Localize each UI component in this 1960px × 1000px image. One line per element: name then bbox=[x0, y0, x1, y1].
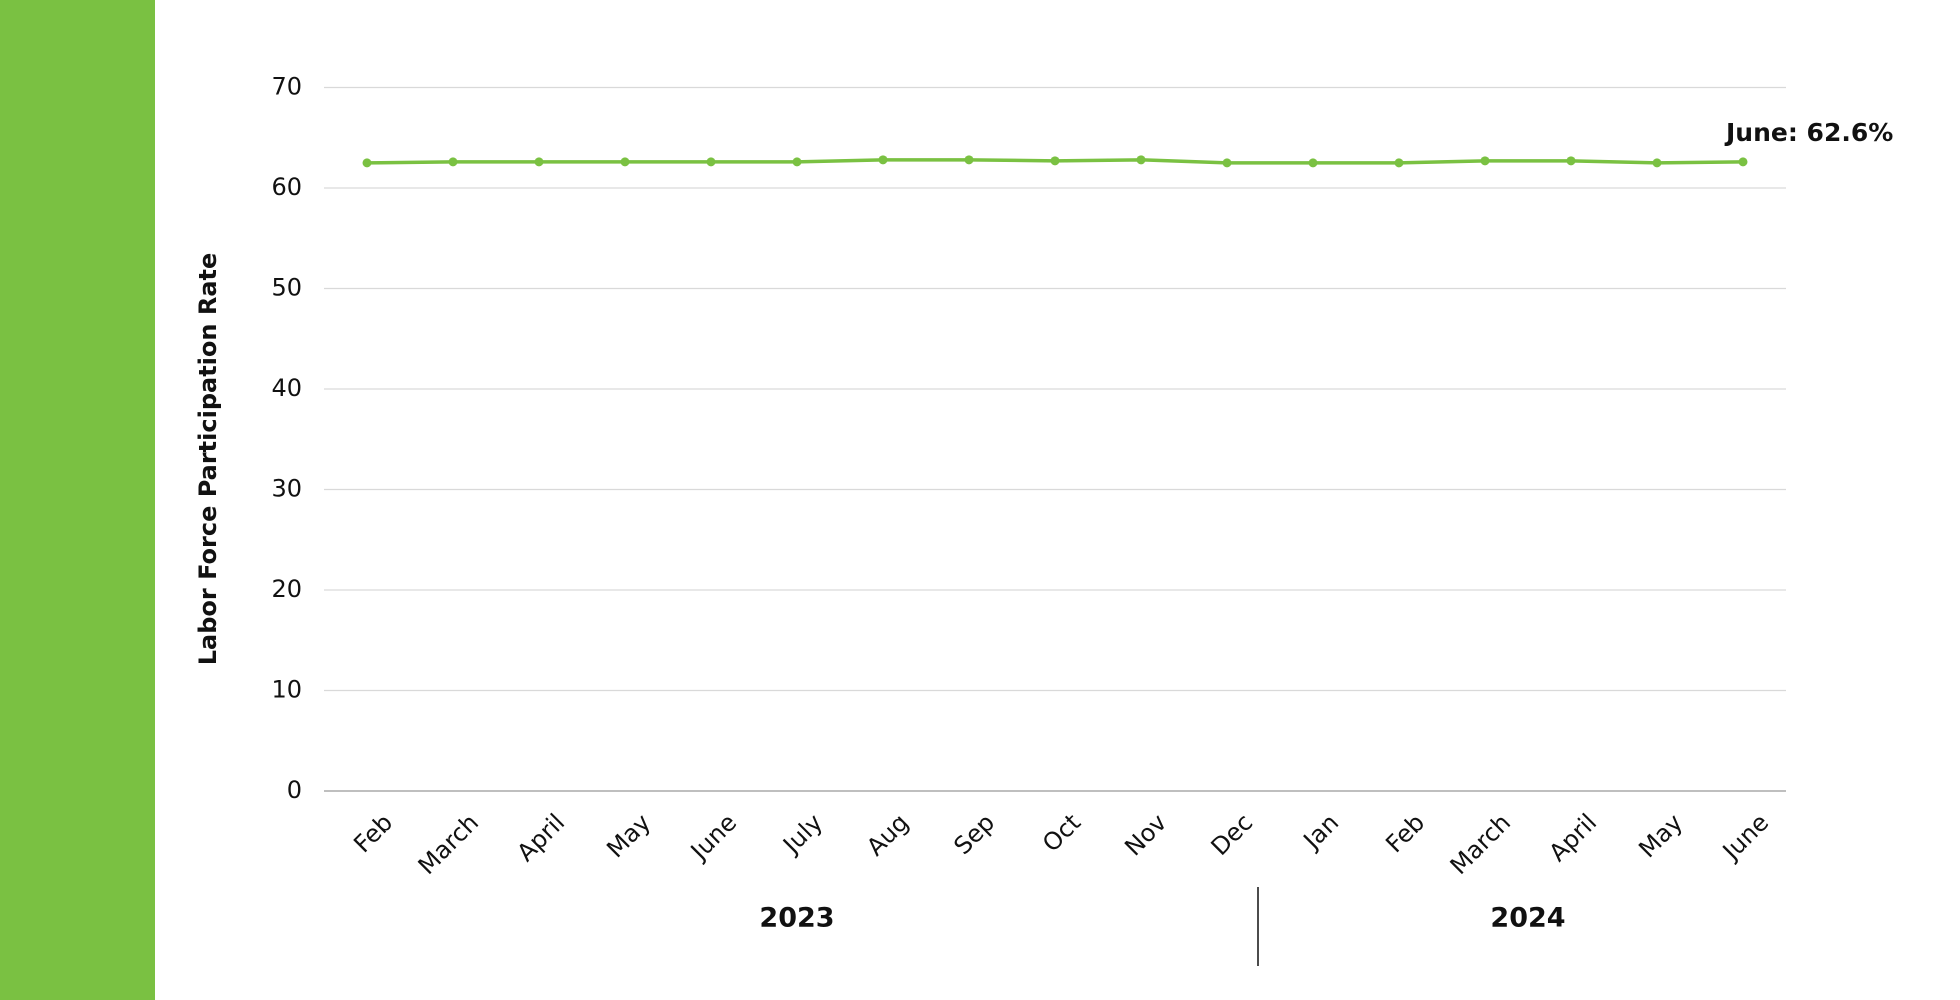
y-tick-label: 30 bbox=[271, 475, 302, 503]
data-point bbox=[448, 157, 458, 167]
y-tick-label: 50 bbox=[271, 274, 302, 302]
y-tick-label: 0 bbox=[287, 776, 302, 804]
x-tick-label: July bbox=[776, 808, 828, 860]
x-tick-label: May bbox=[1633, 808, 1688, 863]
data-point bbox=[1566, 156, 1576, 166]
group-label: 2023 bbox=[759, 903, 834, 934]
data-point bbox=[878, 155, 888, 165]
x-tick-label: March bbox=[1445, 808, 1517, 880]
y-tick-label: 20 bbox=[271, 575, 302, 603]
y-tick-label: 40 bbox=[271, 374, 302, 402]
y-tick-label: 10 bbox=[271, 676, 302, 704]
data-point bbox=[620, 157, 630, 167]
x-tick-label: Nov bbox=[1119, 808, 1172, 861]
data-point bbox=[1222, 158, 1232, 168]
data-point bbox=[534, 157, 544, 167]
data-point bbox=[1480, 156, 1490, 166]
data-point bbox=[1050, 156, 1060, 166]
x-tick-label: April bbox=[1544, 808, 1603, 867]
annotation: June: 62.6% bbox=[1724, 118, 1893, 147]
x-tick-label: June bbox=[1716, 808, 1774, 866]
x-tick-label: March bbox=[413, 808, 485, 880]
x-tick-label: Sep bbox=[948, 808, 1000, 860]
data-point bbox=[1136, 155, 1146, 165]
sidebar bbox=[0, 0, 155, 1000]
y-tick-label: 60 bbox=[271, 173, 302, 201]
x-tick-label: Feb bbox=[348, 808, 398, 858]
x-tick-label: Feb bbox=[1380, 808, 1430, 858]
x-tick-label: June bbox=[684, 808, 742, 866]
data-point bbox=[1652, 158, 1662, 168]
x-tick-label: Dec bbox=[1206, 808, 1259, 861]
data-point bbox=[362, 158, 372, 168]
x-tick-label: April bbox=[512, 808, 571, 867]
data-point bbox=[1308, 158, 1318, 168]
x-tick-label: Aug bbox=[861, 808, 914, 861]
data-point bbox=[706, 157, 716, 167]
y-tick-label: 70 bbox=[271, 73, 302, 101]
x-tick-label: Jan bbox=[1297, 808, 1344, 855]
group-label: 2024 bbox=[1490, 903, 1565, 934]
x-tick-label: May bbox=[601, 808, 656, 863]
data-point bbox=[1738, 157, 1748, 167]
data-point bbox=[792, 157, 802, 167]
x-tick-label: Oct bbox=[1037, 808, 1086, 857]
data-point bbox=[1394, 158, 1404, 168]
y-axis-title: Labor Force Participation Rate bbox=[194, 253, 222, 666]
data-point bbox=[964, 155, 974, 165]
